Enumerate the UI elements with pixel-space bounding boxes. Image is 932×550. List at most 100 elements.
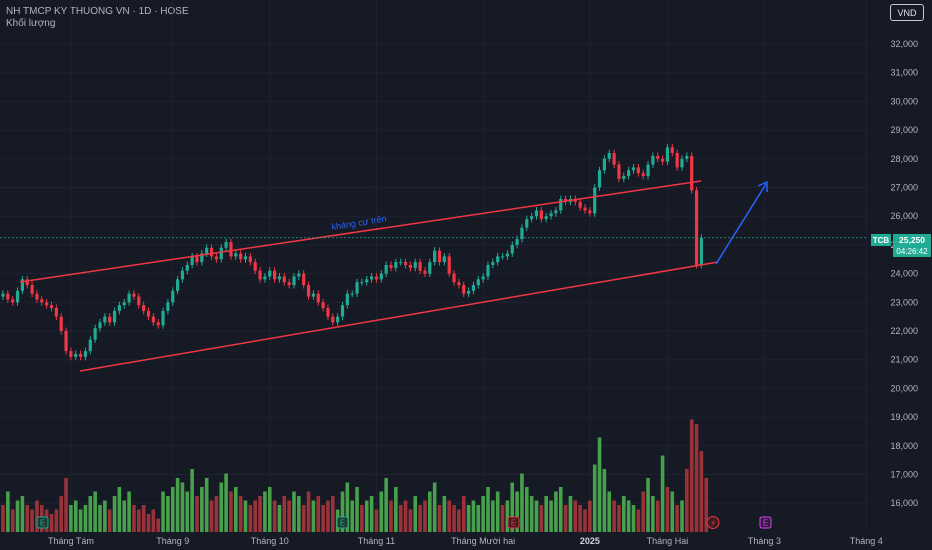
volume-bar [282,496,287,532]
candle [408,261,412,272]
volume-bar [384,478,388,532]
candle-body [374,276,379,280]
volume-bar [267,487,272,532]
earnings-marker-upcoming[interactable]: E [759,516,772,529]
lower-channel-line[interactable] [79,261,719,372]
volume-bar [78,509,83,532]
candle [379,270,383,283]
volume-bar [573,500,578,532]
candle-body [205,247,209,254]
candle [49,301,54,312]
projection-arrow[interactable] [715,183,767,265]
volume-bar [185,491,190,532]
candle [340,301,345,321]
candle [389,261,393,272]
svg-text:E: E [340,519,345,528]
price-tick-label: 26,000 [890,211,918,221]
candle [602,155,606,174]
candle-body [651,155,655,165]
candle [437,247,442,266]
candle-body [302,273,306,286]
candle [500,252,505,260]
candle [292,273,296,289]
volume-bar [389,500,393,532]
candle-body [297,273,301,277]
candle-body [171,290,175,303]
ticker-label: TCB [873,236,890,245]
candle-body [631,167,636,171]
candle-body [277,276,282,280]
candle-body [127,293,131,303]
volume-bar [103,500,107,532]
candle-body [166,302,170,311]
volume-bar [151,509,156,532]
candle [588,207,592,217]
volume-bar [413,496,418,532]
volume-bar [59,496,63,532]
volume-bar [30,509,34,532]
volume-bar [675,505,679,532]
event-markers: E E E ⚡ E [36,516,772,529]
volume-bar [685,469,689,532]
candle-body [79,353,83,357]
candle [699,234,703,269]
earnings-marker[interactable]: E [507,516,520,529]
candle [559,195,563,214]
candle [350,290,354,298]
volume-bar [146,514,151,532]
candle [331,313,335,326]
volume-bar [180,482,185,532]
candle [166,298,170,315]
candle-body [505,253,509,257]
candle [11,295,15,306]
candle [520,224,524,243]
price-tick-label: 22,000 [890,326,918,336]
candle-body [30,285,34,294]
volume-bar [190,469,194,532]
candle [161,307,165,329]
candle [442,252,446,266]
price-tick-label: 17,000 [890,470,918,480]
candle [108,313,112,326]
candle [486,261,490,280]
dividend-marker[interactable]: ⚡ [706,516,720,529]
candle-body [243,256,248,260]
volume-bar [209,500,214,532]
volume-bar [243,500,248,532]
candle-body [646,164,650,177]
candle [525,215,529,232]
candle [418,258,422,275]
candle-body [93,328,97,340]
volume-bar [127,491,131,532]
volume-bar [15,500,20,532]
candle [336,313,340,326]
candle [661,155,665,166]
volume-bar [655,500,660,532]
candle-body [593,187,597,214]
currency-button[interactable]: VND [890,4,924,21]
candle [263,273,267,283]
candle-body [675,153,679,168]
volume-bar [166,496,170,532]
upper-channel-line[interactable] [19,180,702,283]
candle-body [597,170,602,188]
candle-body [636,167,640,174]
candle-body [394,262,398,268]
candle-body [690,155,694,191]
volume-bar [641,491,645,532]
earnings-marker[interactable]: E [336,516,349,529]
candle-body [525,219,529,228]
candle [122,298,126,309]
candle-body [622,176,626,179]
last-price-tag: TCB 25,250 04:26:42 [871,234,931,257]
volume-bar [680,500,684,532]
volume-bar [88,496,93,532]
candle-body [219,247,223,260]
candle [20,275,24,295]
earnings-marker[interactable]: E [36,516,49,529]
candle-body [40,299,44,303]
volume-bar [423,500,427,532]
volume-bar [175,478,180,532]
candle [476,275,480,289]
